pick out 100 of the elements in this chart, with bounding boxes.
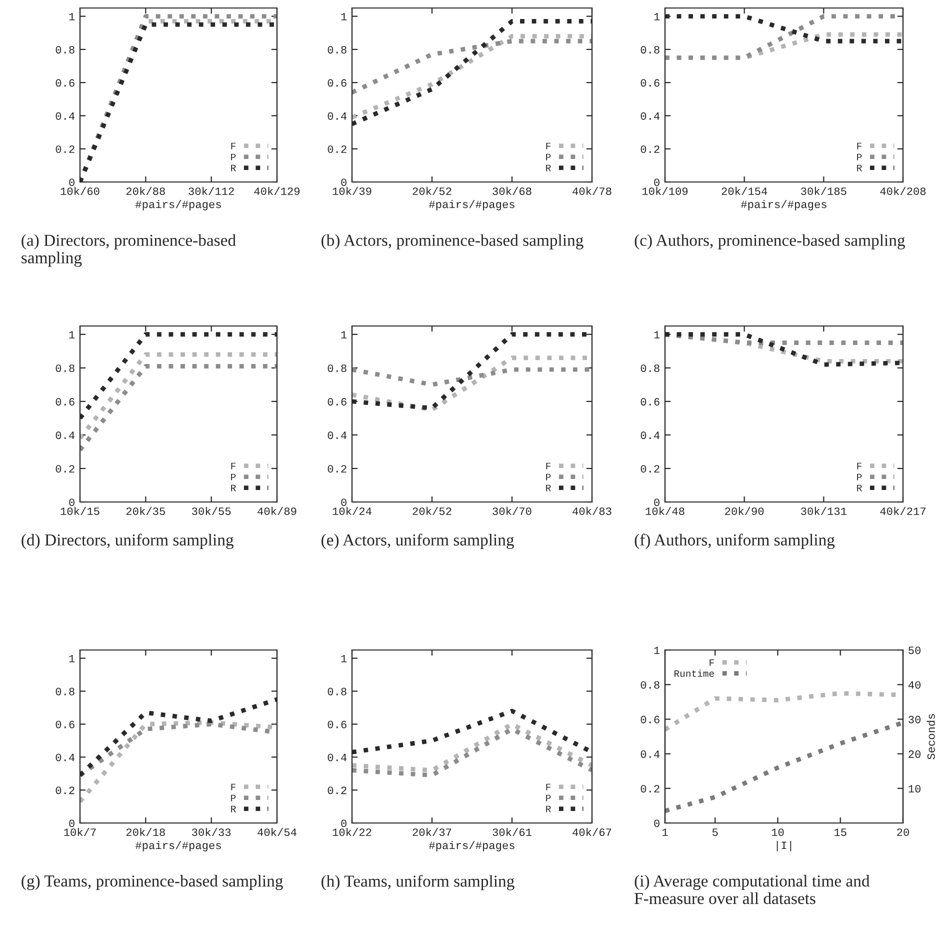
- y2-tick-label: 40: [908, 681, 921, 689]
- y-tick-label: 0.6: [328, 720, 346, 728]
- x-tick-label: 40k/54: [258, 828, 296, 836]
- y-tick-label: 1: [654, 331, 660, 338]
- x-tick-label: 30k/131: [801, 506, 846, 516]
- y-tick-label: 0.8: [56, 364, 74, 372]
- x-tick-label: 40k/83: [572, 506, 612, 516]
- x-tick-label: 40k/78: [572, 186, 612, 196]
- legend-label: P: [546, 154, 551, 160]
- text: (a) Directors, prominence-based sampling: [22, 234, 236, 267]
- x-tick-label: 30k/61: [492, 828, 532, 836]
- y-tick-label: 0.2: [56, 465, 74, 473]
- text: (b) Actors, prominence-based sampling: [322, 234, 584, 250]
- y-tick-label: 0.2: [640, 784, 660, 793]
- y-tick-label: 0.2: [328, 145, 346, 153]
- y-tick-label: 0.4: [640, 432, 660, 440]
- legend-label: R: [546, 806, 551, 812]
- y-tick-label: 1: [69, 12, 75, 20]
- x-axis-title: #pairs/#pages: [428, 840, 514, 852]
- x-tick-label: 10: [772, 828, 784, 836]
- y-tick-label: 1: [654, 12, 660, 20]
- x-tick-label: 20k/18: [126, 828, 165, 836]
- legend-label: F: [857, 462, 862, 470]
- x-tick-label: 10k/15: [60, 506, 100, 516]
- y-tick-label: 0: [654, 498, 660, 506]
- y-tick-label: 0.4: [640, 750, 660, 758]
- y-tick-label: 0.8: [640, 681, 660, 689]
- y-tick-label: 1: [69, 654, 75, 662]
- legend-label: R: [231, 806, 236, 812]
- legend-label: F: [710, 659, 714, 666]
- x-tick-label: 10k/48: [646, 506, 684, 516]
- x-tick-label: 40k/208: [880, 186, 926, 196]
- y-tick-label: 0.8: [640, 46, 660, 54]
- x-tick-label: 20k/154: [722, 186, 768, 196]
- y-tick-label: 1: [69, 331, 75, 338]
- x-axis-title: #pairs/#pages: [135, 200, 221, 210]
- legend-label: R: [231, 164, 236, 172]
- x-tick-label: 20k/88: [126, 186, 165, 196]
- legend-label: P: [546, 474, 551, 480]
- y-tick-label: 0.4: [328, 754, 347, 762]
- x-tick-label: 10k/39: [332, 186, 372, 196]
- legend-label: F: [546, 462, 550, 470]
- text: (g) Teams, prominence-based sampling: [22, 874, 283, 890]
- y-tick-label: 0.6: [640, 398, 660, 406]
- legend-label: F: [857, 142, 862, 150]
- y-tick-label: 0.8: [328, 364, 346, 372]
- y-tick-label: 0.8: [328, 46, 346, 54]
- y-tick-label: 1: [341, 331, 347, 338]
- y-tick-label: 0: [341, 498, 346, 506]
- y2-tick-label: 10: [908, 784, 921, 793]
- y-tick-label: 0.8: [56, 46, 74, 54]
- y-tick-label: 0.8: [56, 688, 74, 696]
- x-tick-label: 20k/37: [412, 828, 452, 836]
- y-tick-label: 0.4: [328, 432, 347, 440]
- x-tick-label: 40k/217: [880, 506, 926, 516]
- y-tick-label: 0.6: [56, 398, 74, 406]
- y-tick-label: 0.4: [328, 112, 347, 120]
- y-tick-label: 1: [341, 654, 347, 662]
- y-tick-label: 0: [69, 820, 74, 828]
- x-tick-label: 30k/55: [192, 506, 231, 516]
- legend-label: P: [546, 794, 551, 802]
- y-tick-label: 0.2: [56, 786, 74, 794]
- x-tick-label: 10k/109: [642, 186, 688, 196]
- x-tick-label: 30k/185: [801, 186, 846, 196]
- x-tick-label: 20: [897, 828, 909, 836]
- x-tick-label: 20k/52: [412, 506, 452, 516]
- legend-label: R: [546, 164, 551, 172]
- y-tick-label: 1: [341, 12, 347, 20]
- x-tick-label: 1: [662, 828, 668, 836]
- text: (h) Teams, uniform sampling: [322, 874, 514, 890]
- y-tick-label: 0.4: [56, 432, 75, 440]
- legend-label: P: [857, 474, 862, 480]
- legend-label: F: [546, 784, 550, 790]
- x-tick-label: 20k/52: [412, 186, 452, 196]
- y-tick-label: 0: [341, 820, 346, 828]
- y-tick-label: 0: [69, 498, 74, 506]
- legend-label: R: [857, 164, 862, 172]
- legend-label: F: [231, 462, 236, 470]
- y-tick-label: 0.2: [56, 145, 74, 153]
- legend-label: P: [231, 474, 236, 480]
- x-tick-label: 10k/24: [332, 506, 372, 516]
- x-tick-label: 15: [834, 828, 846, 836]
- y-tick-label: 0.2: [328, 465, 346, 473]
- y-tick-label: 0: [654, 820, 660, 828]
- y2-tick-label: 50: [908, 646, 921, 654]
- x-tick-label: 30k/112: [188, 186, 234, 196]
- legend-label: F: [546, 142, 550, 150]
- y2-tick-label: 20: [908, 750, 921, 758]
- x-tick-label: 10k/22: [332, 828, 372, 836]
- y-tick-label: 0.6: [328, 79, 346, 87]
- line-series: [665, 720, 903, 814]
- legend-label: P: [231, 154, 236, 160]
- x-tick-label: 40k/67: [572, 828, 612, 836]
- x-axis-title: #pairs/#pages: [740, 200, 826, 210]
- x-tick-label: 10k/7: [64, 828, 96, 836]
- x-tick-label: 10k/60: [60, 186, 100, 196]
- x-axis-title: |I|: [776, 840, 792, 852]
- y-tick-label: 0.6: [328, 398, 346, 406]
- legend-label: P: [857, 154, 862, 160]
- x-axis-title: #pairs/#pages: [428, 200, 514, 210]
